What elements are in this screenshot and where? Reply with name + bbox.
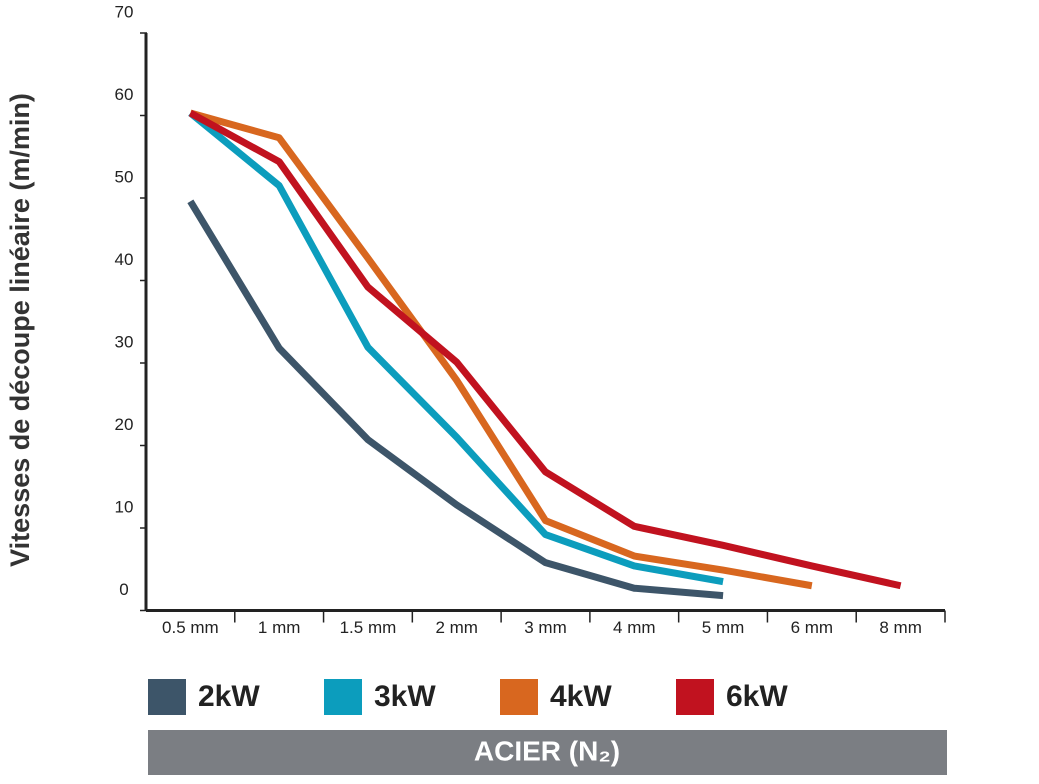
x-tick-label: 0.5 mm	[162, 618, 219, 637]
series-line	[189, 109, 813, 590]
y-tick-label: 70	[115, 2, 134, 21]
x-axis-banner	[148, 730, 947, 775]
series-line	[188, 110, 724, 586]
y-tick-label: 30	[115, 332, 134, 351]
legend-label: 3kW	[374, 680, 436, 713]
legend-swatch	[676, 679, 714, 715]
legend-label: 6kW	[726, 680, 788, 713]
y-tick-label: 0	[119, 580, 128, 599]
y-tick-label: 20	[115, 415, 134, 434]
y-axis-label: Vitesses de découpe linéaire (m/min)	[5, 93, 35, 567]
y-tick-label: 60	[115, 85, 134, 104]
x-tick-label: 1.5 mm	[340, 618, 397, 637]
legend-swatch	[148, 679, 186, 715]
x-tick-label: 3 mm	[524, 618, 567, 637]
x-tick-label: 6 mm	[791, 618, 834, 637]
x-tick-label: 5 mm	[702, 618, 745, 637]
y-tick-label: 40	[115, 250, 134, 269]
y-tick-label: 10	[115, 497, 134, 516]
legend-swatch	[500, 679, 538, 715]
legend-label: 2kW	[198, 680, 260, 713]
x-tick-label: 8 mm	[879, 618, 922, 637]
legend-swatch	[324, 679, 362, 715]
y-tick-label: 50	[115, 167, 134, 186]
x-tick-label: 1 mm	[258, 618, 301, 637]
x-axis-label: ACIER (N₂)	[474, 735, 620, 766]
legend-label: 4kW	[550, 680, 612, 713]
x-tick-label: 2 mm	[435, 618, 478, 637]
x-tick-label: 4 mm	[613, 618, 656, 637]
series-line	[188, 109, 902, 590]
series-line	[187, 199, 724, 600]
